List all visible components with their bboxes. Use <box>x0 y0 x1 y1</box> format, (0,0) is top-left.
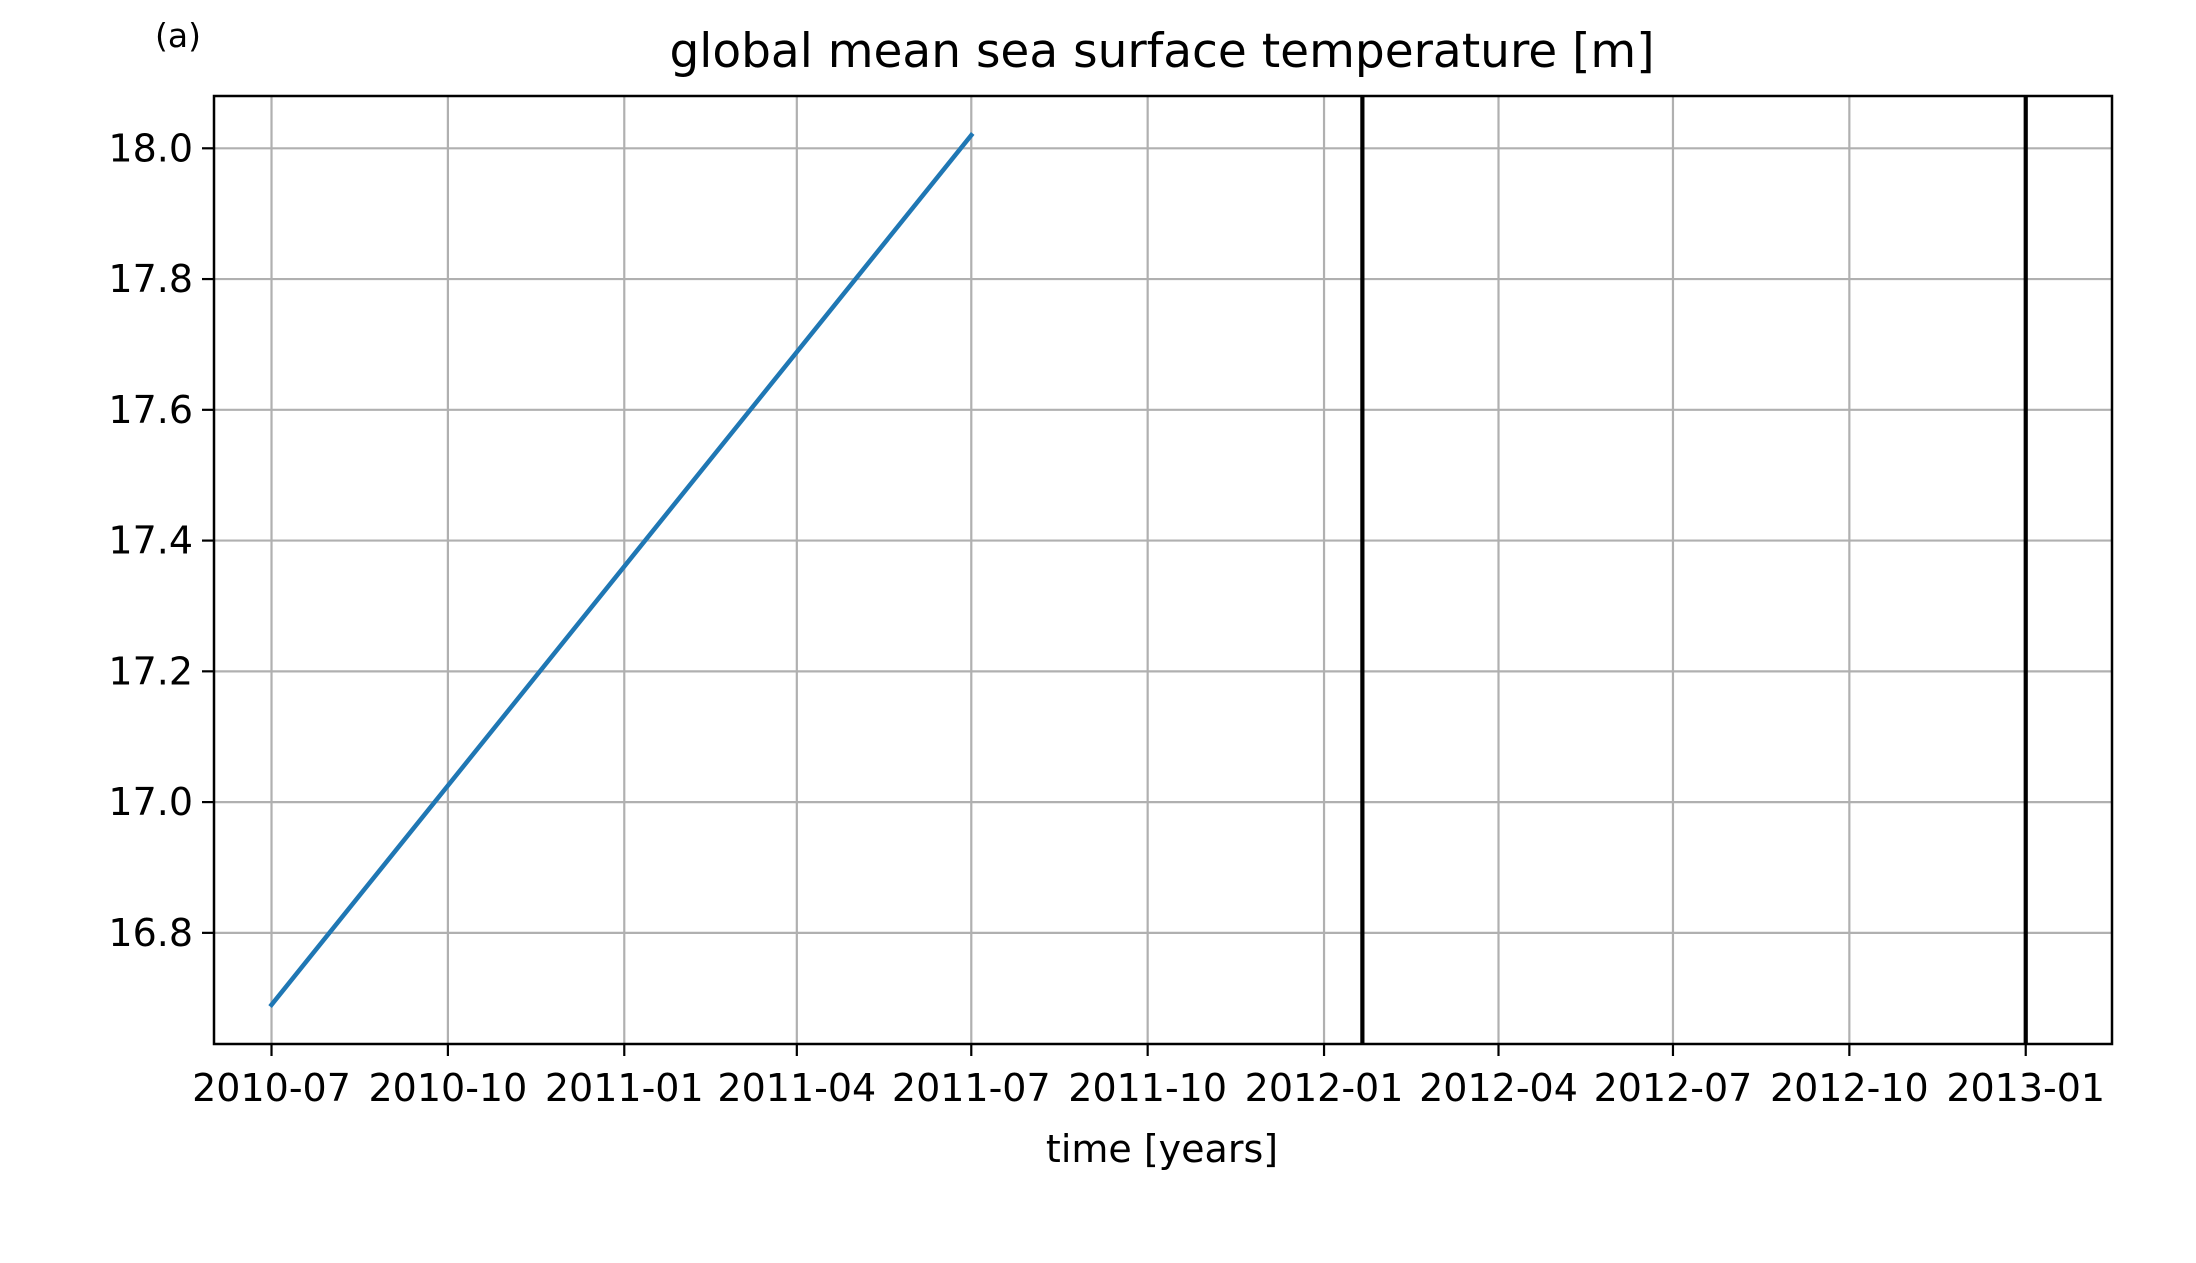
y-tick-label: 16.8 <box>108 911 193 955</box>
x-tick-label: 2012-10 <box>1770 1066 1929 1110</box>
plot-frame <box>212 94 2114 1046</box>
chart-title: global mean sea surface temperature [m] <box>669 24 1654 79</box>
x-tick-label: 2013-01 <box>1946 1066 2105 1110</box>
y-tick-label: 17.4 <box>108 519 193 563</box>
x-tick-label: 2010-10 <box>369 1066 528 1110</box>
ticks: 2010-07 2010-10 2011-01 2011-04 2011-07 2011-… <box>108 126 2105 1110</box>
x-tick-label: 2011-10 <box>1068 1066 1227 1110</box>
x-tick-label: 2012-01 <box>1245 1066 1404 1110</box>
series-line <box>268 132 975 1008</box>
y-tick-label: 18.0 <box>108 126 193 170</box>
x-tick-label: 2010-07 <box>192 1066 351 1110</box>
x-axis-label: time [years] <box>1046 1127 1278 1171</box>
grid <box>214 96 2112 1044</box>
panel-label: (a) <box>155 16 201 55</box>
x-tick-label: 2012-07 <box>1594 1066 1753 1110</box>
x-tick-label: 2012-04 <box>1419 1066 1578 1110</box>
y-tick-label: 17.0 <box>108 780 193 824</box>
y-tick-label: 17.2 <box>108 649 193 693</box>
x-tick-label: 2011-07 <box>892 1066 1051 1110</box>
y-tick-label: 17.6 <box>108 388 193 432</box>
x-tick-label: 2011-01 <box>545 1066 704 1110</box>
data-layer <box>268 96 2028 1044</box>
x-tick-label: 2011-04 <box>717 1066 876 1110</box>
y-tick-label: 17.8 <box>108 257 193 301</box>
